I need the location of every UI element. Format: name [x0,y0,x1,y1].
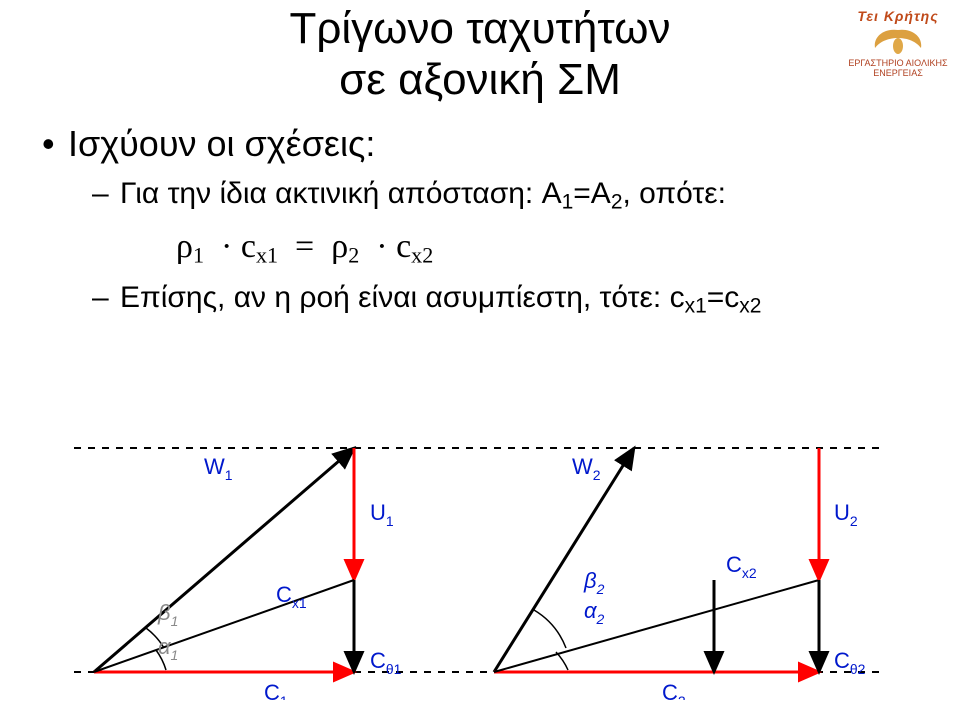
svg-text:W2: W2 [572,454,601,483]
svg-text:α2: α2 [584,598,605,627]
institution-logo: Τει Κρήτης ΕΡΓΑΣΤΗΡΙΟ ΑΙΟΛΙΚΗΣ ΕΝΕΡΓΕΙΑΣ [848,8,948,78]
svg-text:U2: U2 [834,500,858,529]
logo-subtitle: ΕΡΓΑΣΤΗΡΙΟ ΑΙΟΛΙΚΗΣ ΕΝΕΡΓΕΙΑΣ [848,58,947,78]
svg-text:Cθ1: Cθ1 [370,648,402,677]
svg-text:α1: α1 [158,634,178,663]
title-line-1: Τρίγωνο ταχυτήτων [0,4,960,55]
winged-figure-icon [871,26,925,56]
velocity-triangle-diagram: W1 U1 Cx1 Cθ1 C1 β1 α1 W2 U2 Cx2 Cθ2 C2 β2α2 [74,420,884,700]
svg-text:Cθ2: Cθ2 [834,648,866,677]
svg-text:C2: C2 [662,680,686,700]
svg-text:β1: β1 [157,600,178,629]
svg-text:U1: U1 [370,500,394,529]
subbullet-2: Επίσης, αν η ροή είναι ασυμπίεστη, τότε:… [92,281,960,318]
svg-text:C1: C1 [264,680,288,700]
svg-text:Cx1: Cx1 [276,582,307,611]
slide-title: Τρίγωνο ταχυτήτων σε αξονική ΣΜ [0,0,960,105]
bullet-main: Ισχύουν οι σχέσεις: [42,123,960,165]
subbullet-1: Για την ίδια ακτινική απόσταση: A1=A2, ο… [92,177,960,214]
logo-title: Τει Κρήτης [857,8,938,24]
svg-text:W1: W1 [204,454,233,483]
svg-text:Cx2: Cx2 [726,552,757,581]
equation: ρ1 · cx1 = ρ2 · cx2 [176,228,960,269]
title-line-2: σε αξονική ΣΜ [0,55,960,106]
svg-text:β2: β2 [583,568,605,597]
